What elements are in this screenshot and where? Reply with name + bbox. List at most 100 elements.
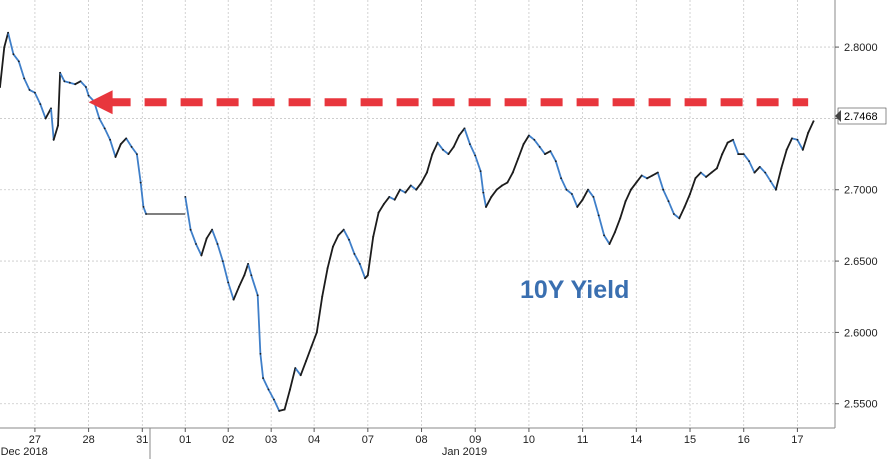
series-point bbox=[227, 281, 230, 284]
series-point bbox=[119, 143, 122, 146]
series-point bbox=[348, 238, 350, 241]
series-point bbox=[667, 200, 670, 203]
series-point bbox=[63, 80, 66, 83]
series-line-segment bbox=[549, 150, 557, 163]
series-point bbox=[511, 171, 514, 174]
series-line-segment bbox=[227, 281, 235, 301]
x-tick-label: 15 bbox=[684, 434, 696, 446]
series-line-segment bbox=[50, 107, 55, 141]
series-line-segment bbox=[452, 134, 461, 148]
series-line-segment bbox=[68, 81, 77, 86]
series-point bbox=[474, 154, 477, 157]
series-point bbox=[103, 127, 106, 130]
series-line-segment bbox=[458, 127, 466, 137]
series-point bbox=[299, 374, 302, 377]
series-line-segment bbox=[721, 141, 729, 156]
series-line-segment bbox=[748, 160, 756, 174]
last-value-marker: 2.7468 bbox=[835, 107, 887, 125]
series-line-segment bbox=[142, 205, 148, 215]
series-line-segment bbox=[533, 138, 541, 148]
series-point bbox=[332, 245, 334, 248]
series-line-segment bbox=[358, 262, 367, 280]
series-point bbox=[74, 83, 77, 86]
series-point bbox=[592, 196, 595, 198]
x-tick-label: 08 bbox=[415, 434, 427, 446]
series-line-segment bbox=[758, 165, 767, 174]
x-tick-label: 09 bbox=[469, 434, 481, 446]
series-line-segment bbox=[801, 131, 810, 151]
x-tick-label: 27 bbox=[29, 434, 41, 446]
series-line-segment bbox=[689, 177, 697, 195]
series-point bbox=[758, 166, 761, 168]
series-line-segment bbox=[479, 170, 485, 194]
series-line-segment bbox=[272, 398, 281, 412]
series-point bbox=[79, 80, 82, 83]
series-line-segment bbox=[420, 171, 428, 184]
y-tick-label: 2.7000 bbox=[844, 185, 878, 197]
series-line-segment bbox=[267, 388, 275, 401]
series-line-segment bbox=[216, 243, 224, 263]
series-point bbox=[452, 146, 455, 148]
series-line-segment bbox=[608, 231, 616, 245]
series-point bbox=[721, 153, 724, 156]
series-point bbox=[305, 360, 307, 362]
series-line-segment bbox=[431, 141, 439, 156]
series-line-segment bbox=[326, 245, 334, 270]
series-line-segment bbox=[506, 171, 514, 184]
series-line-segment bbox=[39, 103, 47, 120]
series-point bbox=[211, 228, 214, 231]
series-line-segment bbox=[74, 80, 82, 86]
series-line-segment bbox=[780, 148, 788, 170]
series-point bbox=[710, 171, 713, 174]
series-line-segment bbox=[436, 141, 444, 151]
series-point bbox=[39, 103, 42, 105]
series-line-segment bbox=[256, 294, 262, 355]
series-point bbox=[651, 174, 654, 177]
series-point bbox=[506, 181, 509, 184]
series-line-segment bbox=[592, 195, 600, 217]
series-line-segment bbox=[538, 145, 546, 156]
series-point bbox=[785, 148, 788, 151]
series-line-segment bbox=[259, 352, 265, 380]
series-point bbox=[630, 188, 632, 191]
series-point bbox=[619, 217, 622, 220]
series-line-segment bbox=[353, 252, 361, 265]
series-point bbox=[742, 153, 745, 156]
series-line-segment bbox=[289, 367, 297, 391]
series-point bbox=[409, 184, 412, 187]
series-line-segment bbox=[742, 153, 750, 163]
series-line-segment bbox=[409, 184, 418, 191]
series-point bbox=[613, 231, 616, 234]
series-line-segment bbox=[442, 148, 450, 156]
series-point bbox=[587, 188, 589, 191]
series-point bbox=[136, 153, 138, 156]
series-point bbox=[85, 86, 87, 88]
series-point bbox=[125, 137, 128, 140]
series-point bbox=[195, 243, 197, 245]
series-point bbox=[458, 134, 460, 137]
series-point bbox=[289, 388, 291, 391]
series-point bbox=[560, 177, 562, 180]
series-line-segment bbox=[299, 359, 308, 377]
series-point bbox=[565, 188, 568, 191]
series-line-segment bbox=[560, 177, 568, 191]
series-point bbox=[469, 143, 471, 146]
series-point bbox=[581, 198, 584, 201]
series-point bbox=[87, 94, 90, 97]
x-tick-label: 28 bbox=[82, 434, 94, 446]
series-line-segment bbox=[667, 200, 675, 215]
series-line-segment bbox=[764, 171, 772, 183]
series-point bbox=[431, 153, 434, 156]
series-point bbox=[399, 188, 401, 191]
series-line-segment bbox=[415, 181, 423, 191]
series-point bbox=[184, 196, 187, 198]
series-line-segment bbox=[785, 137, 793, 151]
series-line-segment bbox=[474, 154, 482, 173]
series-line-segment bbox=[23, 77, 31, 91]
series-point bbox=[353, 253, 356, 255]
series-line-segment bbox=[624, 188, 632, 203]
series-point bbox=[383, 203, 385, 205]
series-line-segment bbox=[221, 260, 230, 284]
